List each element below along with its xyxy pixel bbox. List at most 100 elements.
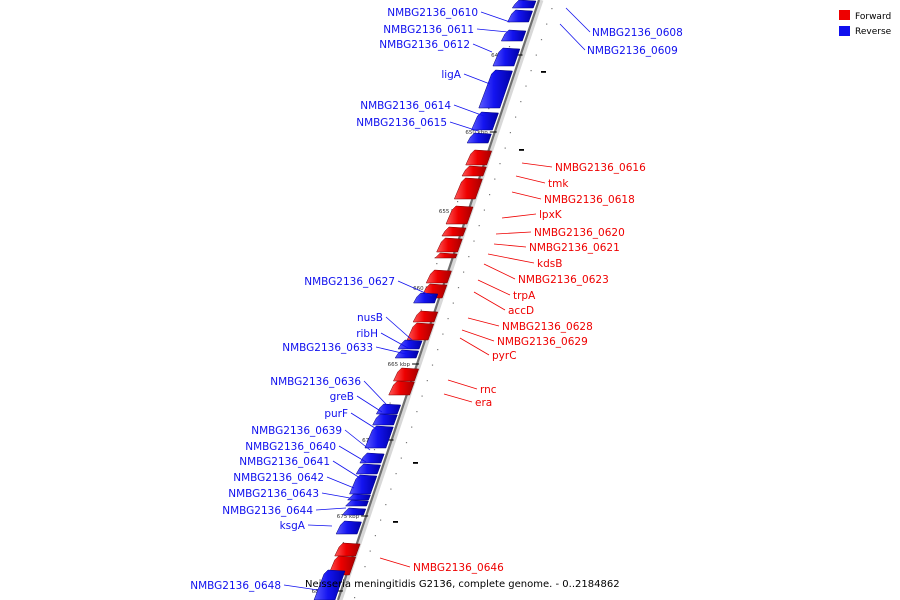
gene-label-nmbg2136-0610: NMBG2136_0610 (387, 7, 478, 19)
gene-label-ksga: ksgA (280, 520, 306, 532)
major-mark (519, 149, 524, 151)
minor-dot (525, 85, 527, 87)
gene-label-nmbg2136-0623: NMBG2136_0623 (518, 274, 609, 286)
forward-gene-block (465, 149, 493, 166)
leader-line (332, 460, 361, 479)
minor-dot (520, 101, 522, 103)
reverse-gene-block (375, 403, 402, 415)
minor-dot (373, 449, 376, 451)
gene-label-nmbg2136-0618: NMBG2136_0618 (544, 194, 635, 206)
gene-label-nmbg2136-0614: NMBG2136_0614 (360, 100, 451, 112)
forward-gene-block (436, 237, 463, 253)
leader-line (463, 73, 491, 85)
minor-dot (364, 566, 366, 568)
gene-label-nmbg2136-0612: NMBG2136_0612 (379, 39, 470, 51)
forward-gene-block (433, 252, 458, 259)
leader-line (467, 317, 500, 327)
leader-line (315, 507, 347, 511)
forward-gene-block (406, 322, 435, 341)
leader-line (380, 332, 409, 349)
minor-dot (389, 402, 391, 404)
leader-line (453, 104, 485, 117)
leader-line (493, 243, 527, 248)
gene-label-purf: purF (324, 408, 348, 420)
leader-line (515, 175, 546, 184)
gene-label-nmbg2136-0646: NMBG2136_0646 (413, 562, 504, 574)
leader-line (397, 280, 433, 297)
minor-dot (457, 201, 459, 203)
minor-dot (457, 287, 460, 289)
minor-dot (400, 457, 402, 459)
gene-label-nmbg2136-0636: NMBG2136_0636 (270, 376, 361, 388)
leader-line (473, 291, 506, 311)
leader-line (559, 23, 586, 51)
gene-label-nmbg2136-0641: NMBG2136_0641 (239, 456, 330, 468)
tick-label: 665 kbp (388, 362, 411, 368)
leader-line (363, 380, 387, 405)
reverse-gene-block (313, 569, 346, 600)
minor-dot (385, 504, 387, 506)
leader-line (307, 524, 333, 527)
leader-line (480, 11, 511, 23)
minor-dot (380, 519, 382, 521)
leader-line (449, 121, 479, 132)
reverse-gene-block (341, 507, 367, 516)
gene-features (313, 0, 537, 600)
leader-line (344, 429, 371, 451)
reverse-gene-block (397, 339, 423, 350)
minor-dot (452, 302, 454, 304)
minor-dot (463, 271, 465, 273)
gene-label-greb: greB (330, 391, 354, 403)
minor-dot (478, 225, 480, 227)
gene-label-trpa: trpA (513, 290, 536, 302)
leader-line (459, 337, 490, 356)
reverse-gene-block (359, 452, 385, 464)
minor-dot (431, 364, 434, 366)
reverse-gene-block (364, 425, 394, 449)
minor-dot (535, 54, 537, 56)
leader-line (356, 395, 383, 413)
reverse-gene-block (507, 9, 533, 23)
leader-line (379, 557, 411, 568)
forward-gene-block (425, 269, 452, 284)
gene-label-ribh: ribH (356, 328, 378, 340)
minor-dot (369, 550, 371, 552)
minor-dot (551, 8, 553, 10)
leader-line (321, 492, 351, 499)
leader-line (477, 279, 511, 296)
reverse-gene-block (466, 132, 492, 144)
minor-dot (416, 411, 418, 413)
genome-caption: Neisseria meningitidis G2136, complete g… (305, 579, 620, 590)
minor-dot (508, 46, 511, 48)
leader-line (338, 445, 367, 463)
major-mark (541, 71, 546, 73)
reverse-gene-block (344, 499, 369, 507)
leader-line (283, 584, 319, 591)
gene-label-nmbg2136-0639: NMBG2136_0639 (251, 425, 342, 437)
legend-reverse-label: Reverse (855, 27, 892, 37)
reverse-gene-block (355, 463, 381, 475)
major-mark (393, 521, 398, 523)
reverse-gene-block (413, 292, 439, 304)
leader-line (483, 263, 516, 280)
gene-label-nmbg2136-0643: NMBG2136_0643 (228, 488, 319, 500)
minor-dot (442, 333, 444, 335)
forward-gene-block (445, 205, 474, 225)
gene-label-nusb: nusB (357, 312, 383, 324)
leader-line (511, 191, 542, 200)
minor-dot (468, 256, 470, 258)
forward-gene-block (412, 310, 439, 323)
minor-dot (374, 535, 376, 537)
gene-label-nmbg2136-0648: NMBG2136_0648 (190, 580, 281, 592)
minor-dot (411, 426, 413, 428)
minor-dot (483, 209, 485, 211)
gene-label-nmbg2136-0640: NMBG2136_0640 (245, 441, 336, 453)
legend: Forward Reverse (839, 10, 892, 37)
minor-dot (489, 194, 491, 196)
leader-line (565, 7, 591, 33)
forward-gene-block (461, 165, 487, 177)
minor-dot (447, 318, 449, 320)
genome-backbone (336, 0, 544, 600)
minor-dot (494, 178, 496, 180)
gene-label-nmbg2136-0609: NMBG2136_0609 (587, 45, 678, 57)
